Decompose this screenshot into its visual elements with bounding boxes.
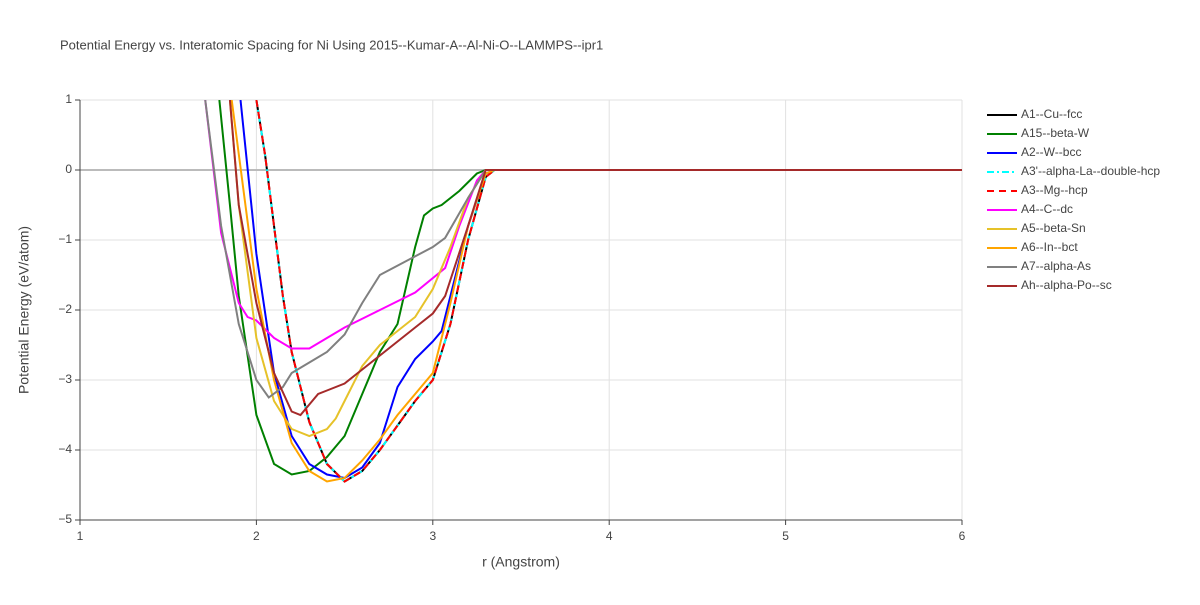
series-line [218, 100, 962, 476]
legend-label: A1--Cu--fcc [1021, 107, 1082, 121]
legend-label: A3--Mg--hcp [1021, 183, 1088, 197]
x-tick-label: 1 [77, 529, 84, 543]
legend-label: A3'--alpha-La--double-hcp [1021, 164, 1160, 178]
series-line [255, 100, 962, 483]
y-tick-label: 0 [65, 162, 72, 176]
legend-label: A2--W--bcc [1021, 145, 1081, 159]
y-tick-label: 1 [65, 92, 72, 106]
legend-label: A7--alpha-As [1021, 259, 1091, 273]
y-tick-label: −1 [58, 232, 72, 246]
series-line [228, 100, 962, 417]
x-axis-title: r (Angstrom) [482, 554, 560, 570]
y-tick-label: −5 [58, 512, 72, 526]
y-tick-label: −4 [58, 442, 72, 456]
legend: A1--Cu--fcc A15--beta-W A2--W--bcc A3'--alp… [987, 107, 1160, 292]
y-tick-label: −3 [58, 372, 72, 386]
legend-label: A15--beta-W [1021, 126, 1090, 140]
x-tick-label: 4 [606, 529, 613, 543]
x-tick-label: 5 [782, 529, 789, 543]
series-line [204, 100, 962, 350]
chart-title: Potential Energy vs. Interatomic Spacing… [60, 37, 603, 52]
legend-label: Ah--alpha-Po--sc [1021, 278, 1112, 292]
series-line [228, 100, 962, 438]
plot-area [204, 100, 962, 483]
y-axis-title: Potential Energy (eV/atom) [16, 226, 32, 394]
legend-label: A6--In--bct [1021, 240, 1078, 254]
x-tick-label: 2 [253, 529, 260, 543]
x-tick-label: 6 [959, 529, 966, 543]
legend-label: A5--beta-Sn [1021, 221, 1086, 235]
y-tick-label: −2 [58, 302, 72, 316]
series-line [204, 100, 962, 399]
legend-label: A4--C--dc [1021, 202, 1073, 216]
x-tick-label: 3 [429, 529, 436, 543]
axes: 1 2 3 4 5 6 −5 −4 −3 −2 −1 0 1 [58, 92, 965, 543]
